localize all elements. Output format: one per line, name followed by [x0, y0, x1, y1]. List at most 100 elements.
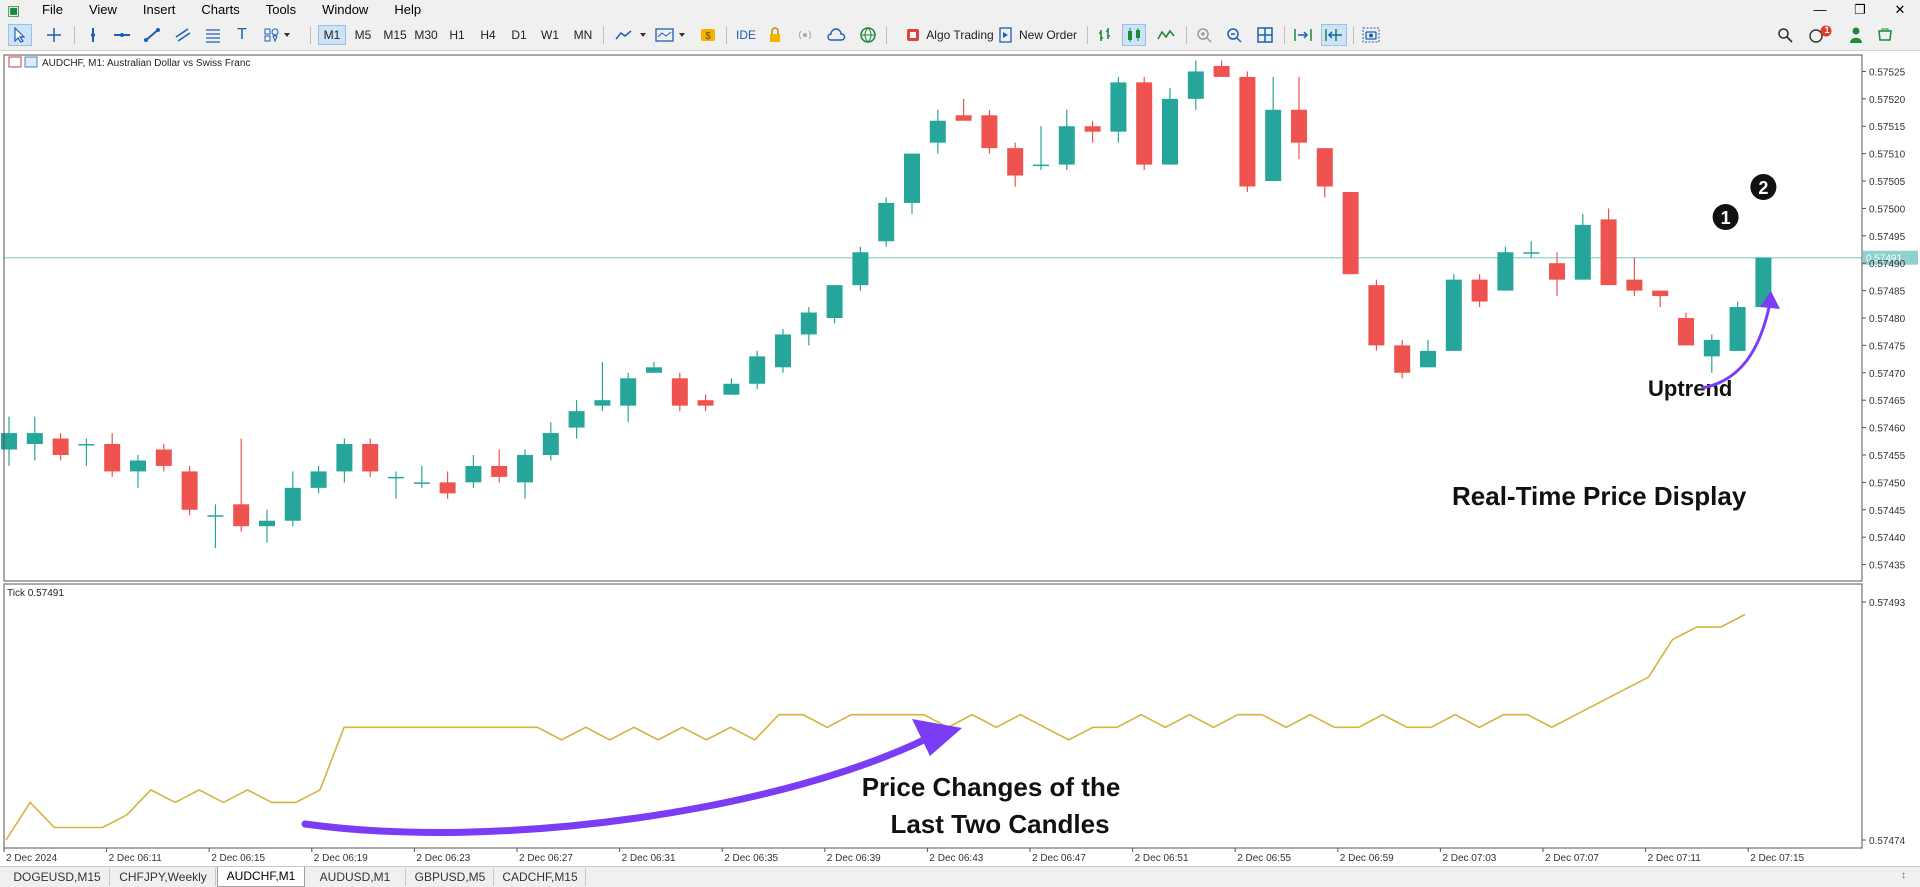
timeframe-m5-button[interactable]: M5	[354, 28, 372, 42]
candle[interactable]	[1471, 274, 1488, 308]
chart-tab-audusd-m1[interactable]: AUDUSD,M1	[305, 868, 406, 886]
candle[interactable]	[491, 449, 508, 483]
horizontal-line-button[interactable]	[110, 24, 134, 46]
candle[interactable]	[26, 416, 43, 461]
candle[interactable]	[878, 197, 895, 247]
candle[interactable]	[1703, 334, 1720, 373]
candlestick-chart-button[interactable]	[1122, 24, 1146, 46]
zoom-in-button[interactable]	[1192, 24, 1216, 46]
candle[interactable]	[1316, 148, 1333, 198]
timeframe-h4-button[interactable]: H4	[480, 28, 496, 42]
profiles-button[interactable]: $	[697, 24, 719, 46]
fibonacci-button[interactable]	[201, 24, 225, 46]
algo-trading-button[interactable]: Algo Trading	[894, 24, 1006, 46]
autoscroll-button[interactable]	[1290, 24, 1316, 46]
candle[interactable]	[52, 433, 69, 461]
timeframe-h1-button[interactable]: H1	[449, 28, 465, 42]
indicators-dropdown-button[interactable]	[612, 24, 652, 46]
candle[interactable]	[1342, 191, 1359, 275]
candle[interactable]	[104, 433, 121, 477]
candle[interactable]	[981, 109, 998, 154]
candle[interactable]	[439, 471, 456, 499]
candle[interactable]	[800, 307, 817, 346]
candle[interactable]	[749, 350, 766, 390]
candle[interactable]	[1136, 76, 1153, 171]
tabs-scroll-icon[interactable]: ↕	[1901, 870, 1906, 881]
screenshot-button[interactable]	[1359, 24, 1383, 46]
candle[interactable]	[929, 109, 946, 154]
candle[interactable]	[1394, 339, 1411, 379]
timeframe-d1-button[interactable]: D1	[511, 28, 527, 42]
candle[interactable]	[542, 422, 559, 461]
candle[interactable]	[362, 438, 379, 477]
candle[interactable]	[1678, 312, 1694, 346]
candle[interactable]	[1291, 76, 1307, 160]
trendline-button[interactable]	[140, 24, 164, 46]
candle[interactable]	[284, 471, 301, 527]
candle[interactable]	[1033, 126, 1049, 171]
menu-view[interactable]: View	[88, 2, 117, 17]
timeframe-m30-button[interactable]: M30	[414, 28, 438, 42]
shapes-dropdown-button[interactable]	[260, 24, 296, 46]
menu-insert[interactable]: Insert	[142, 2, 176, 17]
candle[interactable]	[1084, 120, 1101, 143]
candle[interactable]	[259, 509, 275, 543]
candle[interactable]	[517, 449, 533, 499]
candle[interactable]	[826, 285, 843, 324]
candle[interactable]	[1600, 208, 1617, 286]
candle[interactable]	[568, 400, 585, 439]
text-tool-button[interactable]: T	[231, 24, 253, 46]
candle[interactable]	[1755, 257, 1772, 308]
candle[interactable]	[594, 361, 611, 412]
cloud-button[interactable]	[824, 24, 848, 46]
timeframe-m15-button[interactable]: M15	[383, 28, 407, 42]
cursor-tool-button[interactable]	[8, 24, 32, 46]
new-order-button[interactable]: New Order	[996, 24, 1080, 46]
chart-tab-audchf-m1[interactable]: AUDCHF,M1	[217, 867, 305, 887]
candle[interactable]	[1523, 241, 1540, 258]
chart-tab-gbpusd-m5[interactable]: GBPUSD,M5	[407, 868, 494, 886]
bar-chart-button[interactable]	[1094, 24, 1116, 46]
chart-tab-dogeusd-m15[interactable]: DOGEUSD,M15	[5, 868, 110, 886]
candle[interactable]	[1007, 142, 1024, 187]
candle[interactable]	[181, 465, 198, 516]
menu-window[interactable]: Window	[322, 2, 369, 17]
candle[interactable]	[1445, 274, 1462, 351]
menu-charts[interactable]: Charts	[201, 2, 240, 17]
candle[interactable]	[1652, 290, 1669, 308]
minimize-icon[interactable]: —	[1813, 2, 1827, 17]
candle[interactable]	[1187, 60, 1204, 110]
chart-tab-cadchf-m15[interactable]: CADCHF,M15	[495, 868, 586, 886]
chart-shift-button[interactable]	[1321, 24, 1347, 46]
close-icon[interactable]: ✕	[1894, 2, 1906, 17]
chart-canvas[interactable]: 0.57491 0.57525 0.57520 0.57515 0.57510 0.57…	[0, 51, 1920, 866]
candle[interactable]	[207, 504, 224, 549]
candle[interactable]	[904, 153, 920, 214]
candle[interactable]	[1162, 87, 1178, 165]
search-button[interactable]	[1774, 24, 1796, 46]
candle[interactable]	[1239, 71, 1256, 192]
candle[interactable]	[1058, 109, 1075, 171]
restore-icon[interactable]: ❐	[1854, 2, 1866, 17]
candle[interactable]	[1110, 76, 1127, 143]
vertical-line-button[interactable]	[82, 24, 104, 46]
candle[interactable]	[336, 438, 353, 483]
candle[interactable]	[1213, 60, 1230, 77]
candle[interactable]	[78, 438, 95, 466]
menu-file[interactable]: File	[42, 2, 63, 17]
market-button[interactable]	[1874, 24, 1896, 46]
candle[interactable]	[955, 98, 972, 121]
candle[interactable]	[1549, 252, 1565, 297]
candle[interactable]	[1729, 301, 1746, 351]
chart-area[interactable]: 0.57491 0.57525 0.57520 0.57515 0.57510 0.57…	[0, 51, 1920, 866]
candle[interactable]	[1626, 257, 1643, 297]
menu-help[interactable]: Help	[394, 2, 422, 17]
ide-button[interactable]: IDE	[735, 28, 756, 42]
vps-button[interactable]	[856, 24, 880, 46]
channel-button[interactable]	[171, 24, 195, 46]
crosshair-tool-button[interactable]	[42, 24, 66, 46]
candle[interactable]	[388, 471, 404, 499]
candle[interactable]	[130, 454, 146, 488]
account-button[interactable]	[1845, 24, 1867, 46]
candle[interactable]	[1574, 213, 1591, 280]
